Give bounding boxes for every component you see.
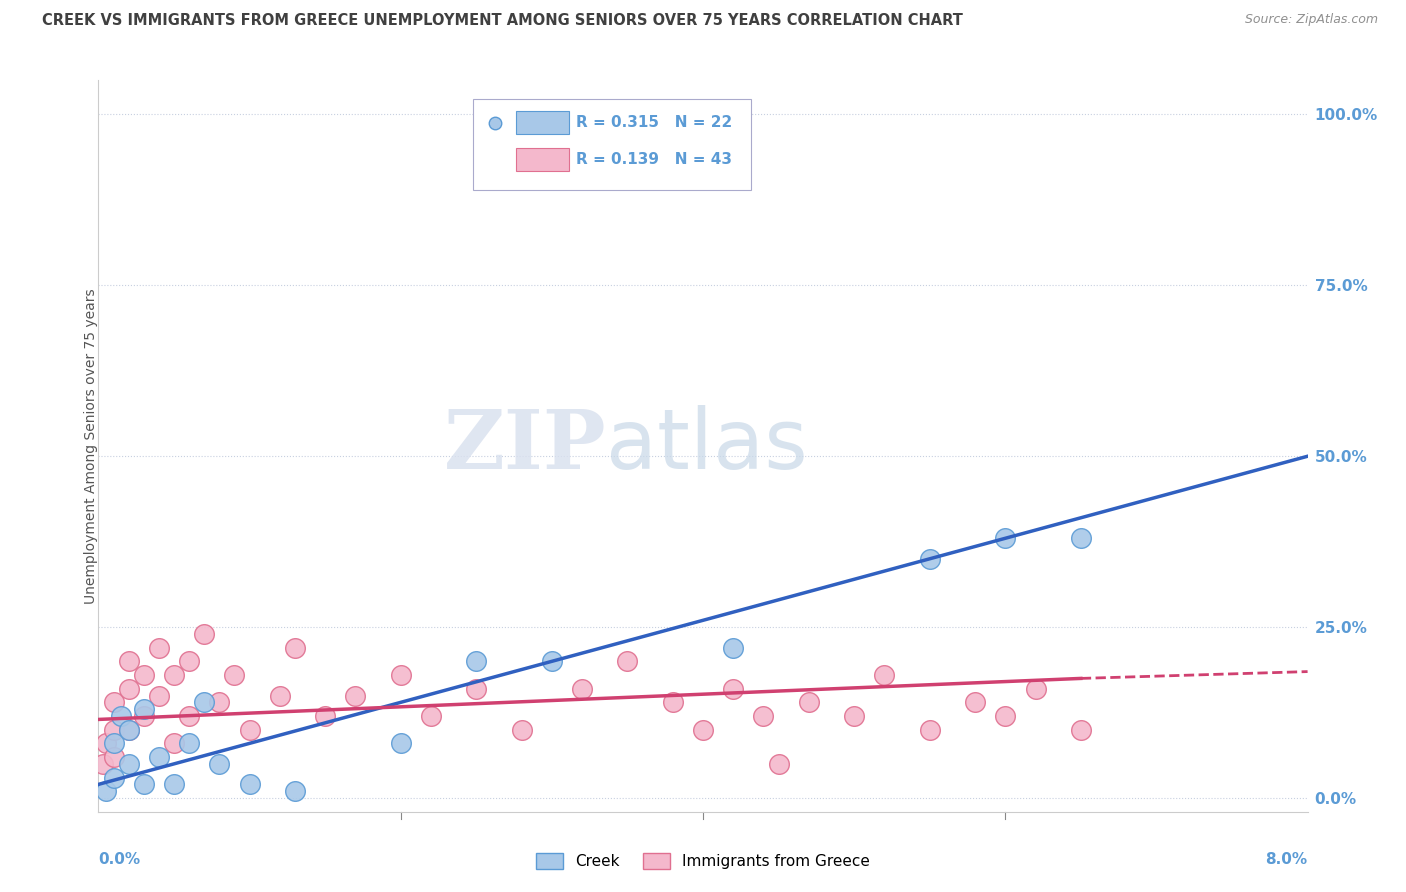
Point: [797, 695, 820, 709]
Point: [179, 654, 201, 668]
Text: CREEK VS IMMIGRANTS FROM GREECE UNEMPLOYMENT AMONG SENIORS OVER 75 YEARS CORRELA: CREEK VS IMMIGRANTS FROM GREECE UNEMPLOY…: [42, 13, 963, 29]
Point: [752, 709, 775, 723]
Text: 8.0%: 8.0%: [1265, 852, 1308, 867]
Point: [768, 756, 790, 771]
FancyBboxPatch shape: [516, 147, 569, 171]
Point: [465, 681, 488, 696]
FancyBboxPatch shape: [474, 99, 751, 190]
Point: [148, 750, 170, 764]
Point: [314, 709, 336, 723]
Point: [465, 654, 488, 668]
Point: [94, 736, 117, 750]
Point: [1070, 723, 1092, 737]
Point: [389, 736, 412, 750]
Point: [844, 709, 866, 723]
Point: [239, 723, 262, 737]
Point: [193, 627, 215, 641]
Point: [420, 709, 443, 723]
Point: [193, 695, 215, 709]
Point: [103, 750, 125, 764]
Point: [1025, 681, 1047, 696]
Point: [110, 709, 132, 723]
Point: [510, 723, 533, 737]
Point: [118, 681, 141, 696]
Point: [662, 695, 685, 709]
Point: [132, 709, 155, 723]
Legend: Creek, Immigrants from Greece: Creek, Immigrants from Greece: [531, 848, 875, 873]
Point: [179, 709, 201, 723]
Point: [179, 736, 201, 750]
Point: [148, 640, 170, 655]
Point: [224, 668, 246, 682]
Point: [103, 695, 125, 709]
Text: 0.0%: 0.0%: [98, 852, 141, 867]
Point: [541, 654, 564, 668]
Point: [389, 668, 412, 682]
Point: [118, 723, 141, 737]
FancyBboxPatch shape: [516, 111, 569, 135]
Point: [1070, 531, 1092, 545]
Point: [918, 551, 941, 566]
Point: [723, 640, 745, 655]
Point: [163, 668, 186, 682]
Point: [873, 668, 896, 682]
Point: [284, 784, 307, 798]
Point: [723, 681, 745, 696]
Point: [994, 709, 1017, 723]
Text: Source: ZipAtlas.com: Source: ZipAtlas.com: [1244, 13, 1378, 27]
Text: atlas: atlas: [606, 406, 808, 486]
Point: [571, 681, 593, 696]
Point: [918, 723, 941, 737]
Point: [994, 531, 1017, 545]
Point: [163, 736, 186, 750]
Y-axis label: Unemployment Among Seniors over 75 years: Unemployment Among Seniors over 75 years: [84, 288, 98, 604]
Point: [148, 689, 170, 703]
Point: [118, 756, 141, 771]
Point: [103, 771, 125, 785]
Text: ZIP: ZIP: [444, 406, 606, 486]
Point: [965, 695, 987, 709]
Point: [103, 736, 125, 750]
Point: [239, 777, 262, 791]
Point: [118, 654, 141, 668]
Point: [163, 777, 186, 791]
Point: [94, 784, 117, 798]
Point: [91, 756, 114, 771]
Point: [208, 695, 231, 709]
Point: [132, 702, 155, 716]
Text: R = 0.139   N = 43: R = 0.139 N = 43: [576, 152, 733, 167]
Point: [284, 640, 307, 655]
Point: [103, 723, 125, 737]
Text: R = 0.315   N = 22: R = 0.315 N = 22: [576, 115, 733, 130]
Point: [269, 689, 291, 703]
Point: [344, 689, 367, 703]
Point: [208, 756, 231, 771]
Point: [692, 723, 714, 737]
Point: [616, 654, 638, 668]
Point: [132, 668, 155, 682]
Point: [132, 777, 155, 791]
Point: [118, 723, 141, 737]
